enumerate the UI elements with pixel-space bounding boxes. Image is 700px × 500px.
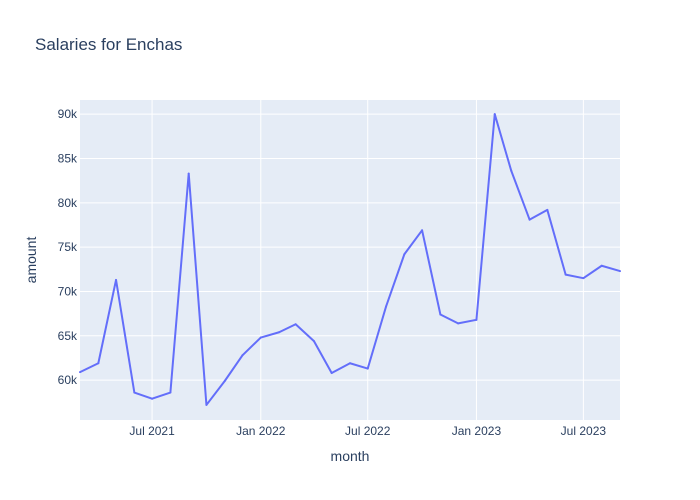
data-point [475, 318, 478, 321]
x-axis-ticks: Jul 2021 Jan 2022 Jul 2022 Jan 2023 Jul 2023 [129, 424, 606, 438]
data-point [259, 336, 262, 339]
x-tick-label: Jul 2023 [561, 424, 607, 438]
data-point [564, 273, 567, 276]
x-tick-label: Jan 2023 [452, 424, 502, 438]
y-tick-label: 60k [58, 373, 78, 387]
data-point [79, 371, 81, 374]
data-point [528, 218, 531, 221]
data-point [97, 362, 100, 365]
x-tick-label: Jul 2021 [129, 424, 175, 438]
x-axis-title: month [331, 448, 370, 464]
data-point [330, 372, 333, 375]
x-tick-label: Jul 2022 [345, 424, 391, 438]
y-tick-label: 75k [58, 240, 78, 254]
data-point [169, 391, 172, 394]
y-tick-label: 70k [58, 284, 78, 298]
data-point [294, 323, 297, 326]
y-tick-label: 85k [58, 152, 78, 166]
data-point [439, 313, 442, 316]
data-point [403, 253, 406, 256]
data-point [133, 391, 136, 394]
data-point [600, 264, 603, 267]
data-point [385, 305, 388, 308]
data-point [546, 208, 549, 211]
gridlines [80, 100, 620, 420]
data-point [241, 354, 244, 357]
y-axis-ticks: 60k 65k 70k 75k 80k 85k 90k [58, 107, 78, 387]
y-tick-label: 80k [58, 196, 78, 210]
series-group [79, 113, 621, 406]
data-point [421, 229, 424, 232]
data-point [619, 270, 621, 273]
data-point [205, 403, 208, 406]
x-tick-label: Jan 2022 [236, 424, 286, 438]
data-point [151, 397, 154, 400]
y-axis-title: amount [23, 237, 39, 284]
data-point [582, 277, 585, 280]
y-tick-label: 65k [58, 329, 78, 343]
y-tick-label: 90k [58, 107, 78, 121]
data-point [366, 367, 369, 370]
data-point [223, 380, 226, 382]
plot-area [80, 100, 620, 420]
data-point [493, 113, 496, 116]
data-point [510, 169, 513, 172]
data-point [115, 278, 118, 281]
data-point [457, 322, 460, 325]
chart-title: Salaries for Enchas [35, 35, 182, 54]
data-point [349, 362, 351, 365]
data-point [187, 172, 190, 175]
data-point [312, 340, 315, 343]
data-point [278, 331, 281, 334]
